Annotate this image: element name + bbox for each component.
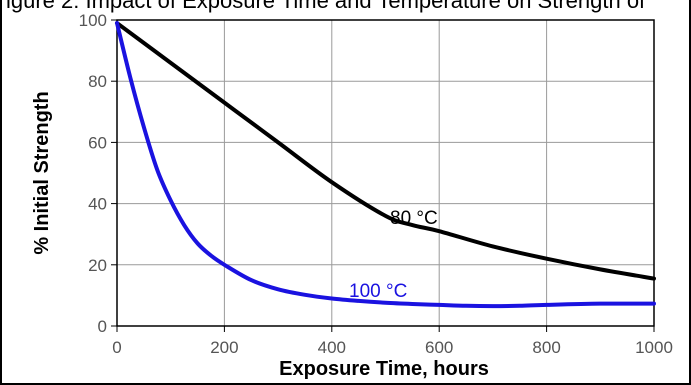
x-tick-label: 200 xyxy=(210,338,238,357)
series-labels: 80 °C 100 °C xyxy=(349,208,438,302)
y-tick-label: 0 xyxy=(98,317,107,336)
series-80c-label: 80 °C xyxy=(390,208,438,229)
y-tick-label: 20 xyxy=(88,256,107,275)
plot-area xyxy=(116,19,655,327)
x-tick-label: 800 xyxy=(532,338,560,357)
x-tick-label: 400 xyxy=(318,338,346,357)
y-tick-label: 40 xyxy=(88,195,107,214)
y-tick-label: 60 xyxy=(88,133,107,152)
series-80c-line xyxy=(115,21,656,281)
series-layer xyxy=(115,21,656,309)
y-tick-label: 80 xyxy=(88,72,107,91)
x-tick-label: 0 xyxy=(112,338,121,357)
y-axis-ticks: 0 20 40 60 80 100 xyxy=(79,11,117,336)
x-tick-label: 1000 xyxy=(635,338,673,357)
y-axis-title: % Initial Strength xyxy=(31,91,53,254)
y-tick-label: 100 xyxy=(79,11,107,30)
x-axis-ticks: 0 200 400 600 800 1000 xyxy=(112,326,673,357)
series-100c-label: 100 °C xyxy=(349,281,407,302)
x-tick-label: 600 xyxy=(425,338,453,357)
figure-caption-cut: igure 2: Impact of Exposure Time and Tem… xyxy=(6,0,646,13)
x-axis-title: Exposure Time, hours xyxy=(279,358,489,380)
series-100c-line xyxy=(115,21,656,309)
